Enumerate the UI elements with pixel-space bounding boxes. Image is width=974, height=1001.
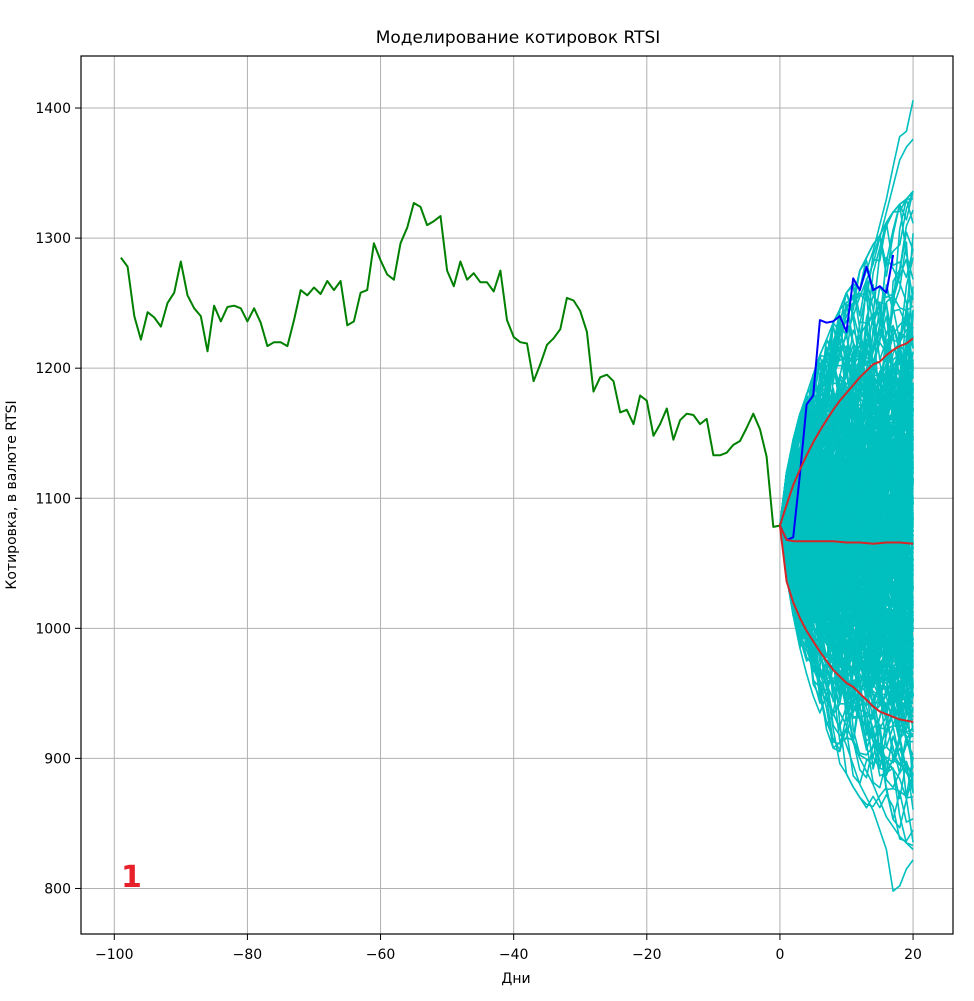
x-tick-label: 0 (775, 947, 784, 963)
simulation-path (779, 398, 914, 555)
history-line (120, 202, 781, 528)
x-axis-title: Дни (501, 971, 530, 987)
simulation-path (779, 389, 914, 527)
simulation-paths (779, 100, 914, 892)
x-tick-label: −100 (95, 947, 133, 963)
x-tick-label: −20 (632, 947, 662, 963)
y-tick-label: 1300 (35, 231, 71, 247)
y-tick-label: 1100 (35, 491, 71, 507)
simulation-path (779, 400, 914, 564)
y-tick-label: 1200 (35, 361, 71, 377)
actual-line (778, 254, 895, 541)
simulation-path-extreme (779, 525, 914, 892)
y-tick-label: 1400 (35, 101, 71, 117)
x-axis: −100 −80 −60 −40 −20 0 20 (95, 934, 922, 963)
history-series (120, 202, 781, 528)
simulation-path-extreme (779, 525, 914, 851)
y-axis-title: Котировка, в валюте RTSI (4, 400, 20, 589)
simulation-path (779, 436, 914, 595)
actual-series (778, 254, 895, 541)
y-tick-label: 900 (44, 751, 71, 767)
grid (81, 56, 953, 934)
x-tick-label: −60 (366, 947, 396, 963)
lower-band-line (778, 525, 914, 723)
median-line (778, 525, 914, 545)
simulation-path (779, 382, 914, 532)
simulation-path (779, 342, 914, 530)
forecast-bands (778, 337, 914, 723)
plot-area (120, 100, 914, 892)
plot-frame (80, 55, 954, 935)
simulation-path (779, 499, 914, 622)
panel-label: 1 (121, 860, 142, 895)
simulation-path-extreme (779, 138, 914, 526)
y-axis: 800 900 1000 1100 1200 1300 1400 (35, 101, 81, 897)
simulation-path (779, 492, 914, 613)
chart-title: Моделирование котировок RTSI (376, 28, 661, 48)
x-tick-label: −80 (233, 947, 263, 963)
x-tick-label: 20 (904, 947, 922, 963)
y-tick-label: 1000 (35, 621, 71, 637)
x-tick-label: −40 (499, 947, 529, 963)
simulation-path (779, 525, 914, 737)
upper-band-line (778, 337, 914, 526)
simulation-path (779, 191, 914, 532)
simulation-path (779, 462, 914, 584)
simulation-path (779, 209, 914, 526)
y-tick-label: 800 (44, 881, 71, 897)
